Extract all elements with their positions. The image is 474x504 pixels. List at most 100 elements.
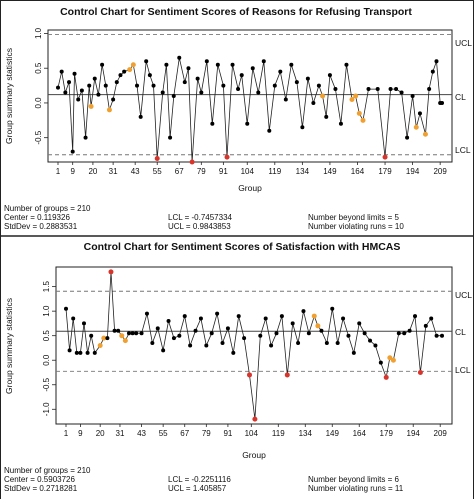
x-tick-label: 31 <box>116 429 125 438</box>
x-tick-label: 164 <box>351 167 365 176</box>
y-axis-label: Group summary statistics <box>4 298 14 394</box>
data-point <box>182 314 187 319</box>
stat-lcl: LCL = -0.2251116 <box>168 475 231 484</box>
data-point <box>434 59 439 64</box>
x-tick-label: 67 <box>180 429 189 438</box>
stat-groups: Number of groups = 210 <box>4 466 91 475</box>
data-point <box>263 316 268 321</box>
chart-title: Control Chart for Sentiment Scores of Re… <box>60 6 412 18</box>
data-point <box>111 97 116 102</box>
data-point <box>289 62 294 67</box>
violating-run-point <box>101 335 107 341</box>
violating-run-point <box>349 96 355 102</box>
violating-run-point <box>127 67 133 73</box>
data-point <box>357 321 362 326</box>
y-tick-label: -1.0 <box>42 402 51 416</box>
data-point <box>368 338 373 343</box>
data-point <box>147 73 152 78</box>
data-point <box>160 90 165 95</box>
violating-run-point <box>422 131 428 137</box>
x-tick-label: 104 <box>245 429 259 438</box>
y-tick-label: 1.5 <box>42 281 51 293</box>
data-point <box>114 80 119 85</box>
data-point <box>76 97 81 102</box>
data-point <box>198 316 203 321</box>
violating-run-point <box>311 313 317 319</box>
y-tick-label: 1.0 <box>34 27 43 39</box>
x-axis-label: Group <box>242 450 266 460</box>
beyond-limits-point <box>252 416 258 422</box>
data-point <box>407 328 412 333</box>
x-tick-label: 1 <box>56 167 61 176</box>
data-point <box>171 336 176 341</box>
data-point <box>122 69 127 74</box>
series-line <box>65 271 442 420</box>
data-point <box>362 331 367 336</box>
data-point <box>151 83 156 88</box>
data-point <box>440 100 444 105</box>
data-point <box>221 83 226 88</box>
data-point <box>306 331 311 336</box>
data-point <box>186 66 191 71</box>
data-point <box>188 343 193 348</box>
data-point <box>388 87 393 92</box>
data-point <box>300 125 305 130</box>
cl-label: CL <box>455 92 466 102</box>
data-point <box>81 321 86 326</box>
stat-stddev: StdDev = 0.2883531 <box>4 222 78 231</box>
beyond-limits-point <box>224 154 230 160</box>
chart-marks: -0.5 0.0 0.5 1.0 1 9 20 31 43 55 67 79 91 104 119 134 14… <box>34 27 452 176</box>
data-point <box>236 87 241 92</box>
data-point <box>324 114 329 119</box>
violating-run-point <box>353 93 359 99</box>
violating-run-point <box>320 93 326 99</box>
beyond-limits-point <box>247 372 253 378</box>
chart-panel-1: Control Chart for Sentiment Scores of Re… <box>4 6 472 231</box>
data-point <box>161 348 166 353</box>
x-tick-label: 20 <box>88 167 97 176</box>
data-point <box>71 316 76 321</box>
x-tick-label: 149 <box>326 429 340 438</box>
data-point <box>85 350 90 355</box>
data-point <box>335 341 340 346</box>
data-point <box>138 114 143 119</box>
data-point <box>100 62 105 67</box>
data-point <box>311 100 316 105</box>
data-point <box>427 87 432 92</box>
chart-panel-2: Control Chart for Sentiment Scores of Sa… <box>4 241 472 493</box>
data-point <box>118 73 123 78</box>
stat-groups: Number of groups = 210 <box>4 204 91 213</box>
x-tick-label: 55 <box>153 167 162 176</box>
stat-beyond-limits: Number beyond limits = 6 <box>308 475 399 484</box>
data-point <box>272 83 277 88</box>
data-point <box>67 348 72 353</box>
data-point <box>294 80 299 85</box>
x-tick-label: 9 <box>78 429 83 438</box>
data-point <box>301 309 306 314</box>
stat-center: Center = 0.119326 <box>4 213 70 222</box>
data-point <box>63 90 68 95</box>
data-point <box>283 97 288 102</box>
data-point <box>278 69 283 74</box>
data-point <box>87 83 92 88</box>
data-point <box>92 76 97 81</box>
data-point <box>210 121 215 126</box>
data-point <box>78 350 83 355</box>
data-point <box>245 121 250 126</box>
data-point <box>344 62 349 67</box>
violating-run-point <box>360 117 366 123</box>
y-tick-label: 0.0 <box>34 97 43 109</box>
data-point <box>67 80 72 85</box>
data-point <box>440 333 444 338</box>
data-point <box>434 333 439 338</box>
data-point <box>231 350 236 355</box>
data-point <box>319 328 324 333</box>
data-point <box>204 343 209 348</box>
stat-center: Center = 0.5903726 <box>4 475 75 484</box>
data-point <box>59 69 64 74</box>
lcl-label: LCL <box>455 145 471 155</box>
data-point <box>351 350 356 355</box>
y-tick-label: 0.5 <box>34 62 43 74</box>
data-point <box>394 87 399 92</box>
x-tick-label: 179 <box>380 429 394 438</box>
